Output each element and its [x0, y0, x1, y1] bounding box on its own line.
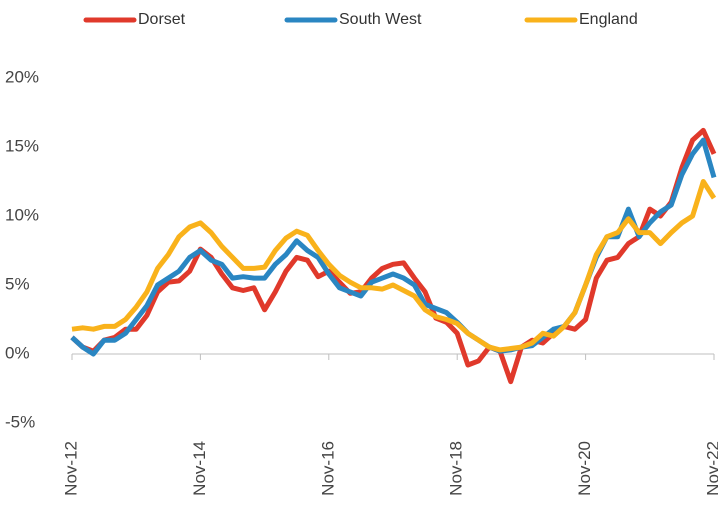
y-tick-label: 20% [5, 67, 39, 86]
x-tick-label: Nov-22 [703, 441, 718, 496]
y-tick-label: 10% [5, 205, 39, 224]
y-tick-label: -5% [5, 412, 35, 431]
line-series [71, 179, 717, 353]
x-tick-label: Nov-18 [447, 441, 466, 496]
y-tick-label: 15% [5, 136, 39, 155]
line-series [70, 127, 717, 385]
x-tick-label: Nov-16 [318, 441, 337, 496]
legend-label: England [579, 11, 638, 28]
y-tick-label: 0% [5, 343, 30, 362]
legend-label: Dorset [138, 11, 186, 28]
x-tick-label: Nov-20 [575, 441, 594, 496]
x-tick-label: Nov-14 [190, 441, 209, 496]
legend-label: South West [339, 11, 422, 28]
line-series [70, 137, 717, 357]
y-tick-label: 5% [5, 274, 30, 293]
x-tick-label: Nov-12 [61, 441, 80, 496]
